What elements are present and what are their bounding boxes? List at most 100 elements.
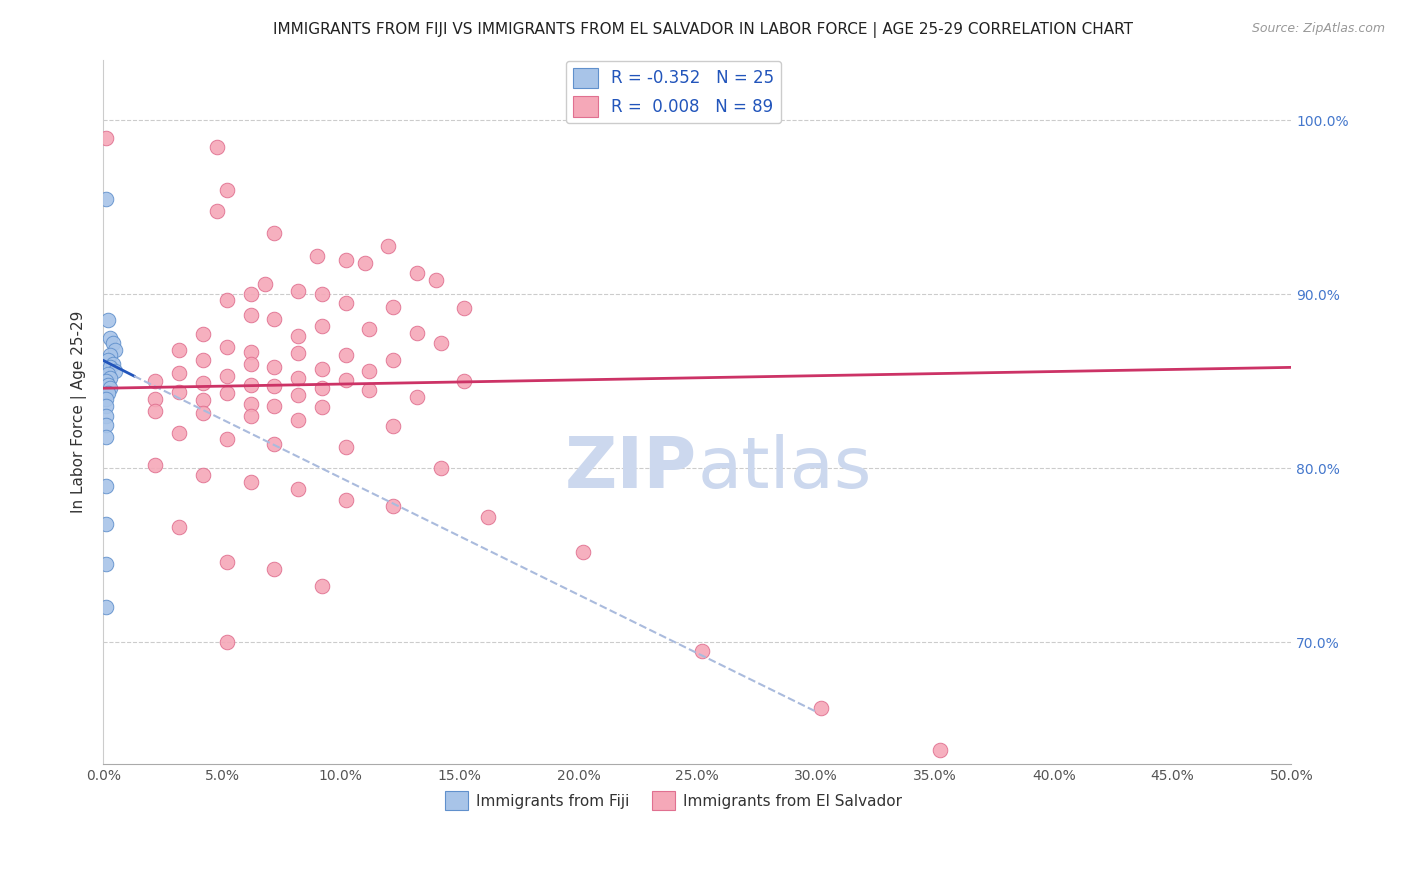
- Point: [97, 353, 120, 368]
- Point: [263, 379, 285, 393]
- Point: [572, 544, 595, 558]
- Point: [377, 238, 399, 252]
- Point: [287, 329, 309, 343]
- Point: [94, 399, 117, 413]
- Point: [311, 381, 333, 395]
- Point: [215, 386, 238, 401]
- Point: [359, 383, 381, 397]
- Point: [287, 346, 309, 360]
- Point: [335, 348, 357, 362]
- Point: [239, 409, 262, 423]
- Point: [145, 404, 167, 418]
- Point: [215, 293, 238, 307]
- Point: [477, 509, 499, 524]
- Point: [94, 430, 117, 444]
- Point: [287, 388, 309, 402]
- Point: [191, 406, 214, 420]
- Point: [353, 256, 375, 270]
- Point: [239, 287, 262, 301]
- Point: [94, 131, 117, 145]
- Point: [928, 743, 950, 757]
- Text: IMMIGRANTS FROM FIJI VS IMMIGRANTS FROM EL SALVADOR IN LABOR FORCE | AGE 25-29 C: IMMIGRANTS FROM FIJI VS IMMIGRANTS FROM …: [273, 22, 1133, 38]
- Point: [335, 492, 357, 507]
- Point: [98, 331, 121, 345]
- Point: [215, 635, 238, 649]
- Point: [191, 327, 214, 342]
- Point: [98, 371, 121, 385]
- Point: [359, 322, 381, 336]
- Point: [263, 311, 285, 326]
- Point: [145, 458, 167, 472]
- Point: [167, 426, 190, 441]
- Point: [311, 318, 333, 333]
- Point: [215, 555, 238, 569]
- Text: Source: ZipAtlas.com: Source: ZipAtlas.com: [1251, 22, 1385, 36]
- Point: [145, 374, 167, 388]
- Point: [167, 343, 190, 357]
- Point: [287, 371, 309, 385]
- Point: [207, 139, 229, 153]
- Point: [97, 368, 120, 382]
- Text: ZIP: ZIP: [565, 434, 697, 502]
- Point: [287, 412, 309, 426]
- Point: [335, 296, 357, 310]
- Point: [263, 360, 285, 375]
- Point: [215, 432, 238, 446]
- Point: [405, 326, 427, 340]
- Point: [94, 374, 117, 388]
- Point: [191, 353, 214, 368]
- Point: [335, 441, 357, 455]
- Point: [382, 500, 405, 514]
- Point: [145, 392, 167, 406]
- Point: [167, 366, 190, 380]
- Y-axis label: In Labor Force | Age 25-29: In Labor Force | Age 25-29: [72, 310, 87, 513]
- Point: [97, 386, 120, 401]
- Point: [810, 701, 832, 715]
- Point: [97, 377, 120, 392]
- Point: [191, 376, 214, 390]
- Point: [191, 393, 214, 408]
- Point: [97, 313, 120, 327]
- Legend: Immigrants from Fiji, Immigrants from El Salvador: Immigrants from Fiji, Immigrants from El…: [439, 785, 908, 816]
- Point: [287, 284, 309, 298]
- Point: [287, 482, 309, 496]
- Point: [98, 381, 121, 395]
- Point: [104, 343, 127, 357]
- Point: [98, 360, 121, 375]
- Point: [215, 183, 238, 197]
- Point: [239, 377, 262, 392]
- Point: [453, 301, 475, 316]
- Point: [263, 562, 285, 576]
- Point: [94, 516, 117, 531]
- Point: [311, 362, 333, 376]
- Point: [263, 399, 285, 413]
- Point: [335, 372, 357, 386]
- Point: [425, 273, 447, 287]
- Point: [167, 384, 190, 399]
- Point: [429, 336, 451, 351]
- Point: [94, 409, 117, 423]
- Point: [98, 348, 121, 362]
- Point: [263, 437, 285, 451]
- Point: [311, 579, 333, 593]
- Point: [690, 644, 713, 658]
- Point: [215, 369, 238, 384]
- Point: [94, 557, 117, 571]
- Point: [263, 227, 285, 241]
- Point: [239, 397, 262, 411]
- Point: [94, 417, 117, 432]
- Point: [101, 357, 124, 371]
- Point: [429, 461, 451, 475]
- Point: [94, 478, 117, 492]
- Point: [94, 392, 117, 406]
- Point: [335, 252, 357, 267]
- Point: [382, 419, 405, 434]
- Point: [239, 357, 262, 371]
- Point: [253, 277, 276, 291]
- Point: [405, 267, 427, 281]
- Point: [1237, 765, 1260, 780]
- Point: [94, 192, 117, 206]
- Point: [239, 344, 262, 359]
- Point: [94, 600, 117, 615]
- Point: [382, 300, 405, 314]
